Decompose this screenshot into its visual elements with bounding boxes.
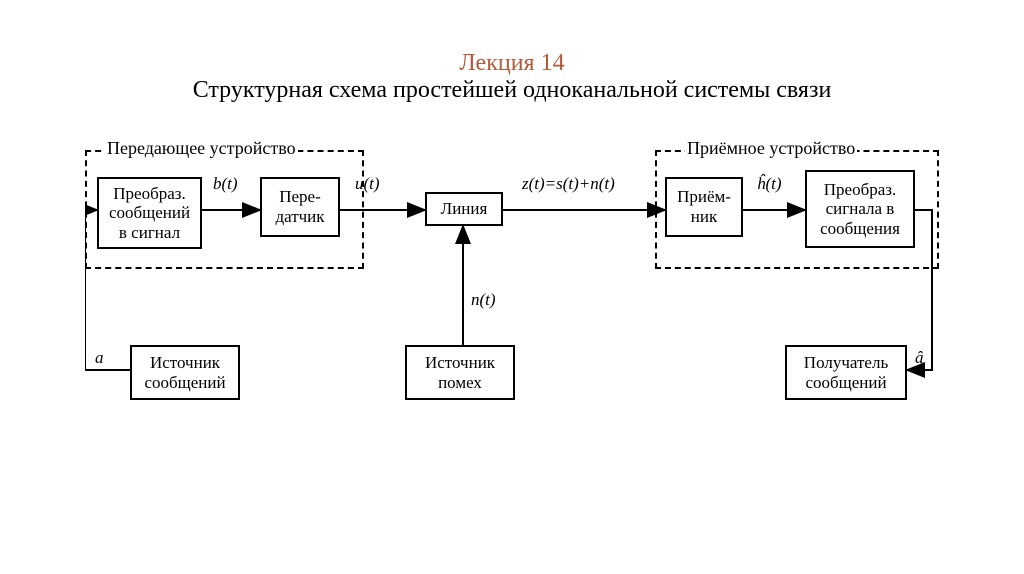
block-diagram: Передающее устройство Приёмное устройство… — [85, 130, 935, 450]
group-label-rx: Приёмное устройство — [685, 138, 857, 159]
node-enc: Преобраз.сообщенийв сигнал — [97, 177, 202, 249]
lecture-subtitle: Структурная схема простейшей одноканальн… — [0, 77, 1024, 104]
group-label-tx: Передающее устройство — [105, 138, 298, 159]
edge-label-line-rcvr: z(t)=s(t)+n(t) — [522, 174, 615, 194]
lecture-number: Лекция 14 — [0, 50, 1024, 77]
node-txmit: Пере-датчик — [260, 177, 340, 237]
edge-label-txmit-line: u(t) — [355, 174, 380, 194]
edge-label-dec-dest: â — [915, 348, 924, 368]
edge-label-enc-txmit: b(t) — [213, 174, 238, 194]
node-dec: Преобраз.сигнала всообщения — [805, 170, 915, 248]
node-noise: Источникпомех — [405, 345, 515, 400]
node-rcvr: Приём-ник — [665, 177, 743, 237]
node-line: Линия — [425, 192, 503, 226]
node-dest: Получательсообщений — [785, 345, 907, 400]
edge-label-noise-line: n(t) — [471, 290, 496, 310]
node-src: Источниксообщений — [130, 345, 240, 400]
edge-label-src-enc: a — [95, 348, 104, 368]
edge-label-rcvr-dec: ĥ(t) — [757, 174, 782, 194]
